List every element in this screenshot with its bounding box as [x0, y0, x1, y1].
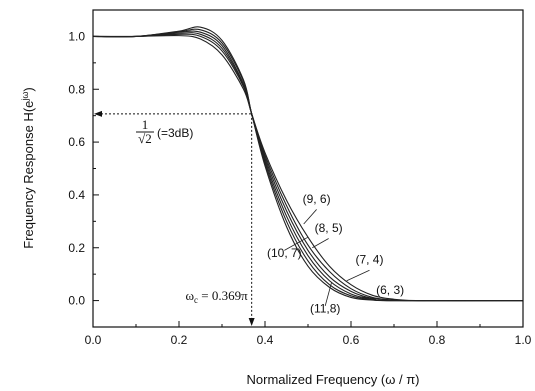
cutoff-label-value: = 0.369π [198, 288, 248, 303]
three-db-note: (=3dB) [157, 126, 193, 140]
y-axis-title-sup: jω [20, 92, 30, 102]
series-label-0: (6, 3) [376, 283, 404, 297]
y-axis-title: Frequency Response H(ejω) [20, 87, 36, 249]
series-labels: (6, 3) (7, 4) (8, 5) (9, 6) (10, 7) (11,8) [267, 192, 404, 316]
y-tick-label: 1.0 [68, 29, 85, 43]
cutoff-arrow-icon [248, 318, 255, 326]
series-label-4: (10, 7) [267, 246, 302, 260]
y-tick-label: 0.4 [68, 188, 85, 202]
y-tick-label: 0.8 [68, 82, 85, 96]
x-tick-label: 0.2 [171, 333, 188, 347]
plot-frame [92, 9, 524, 328]
series-line-4 [92, 28, 524, 302]
x-tick-label: 0.4 [257, 333, 274, 347]
x-axis-title: Normalized Frequency (ω / π) [247, 372, 420, 387]
series-label-1: (7, 4) [355, 253, 383, 267]
response-curves [92, 26, 524, 302]
y-axis-title-main: Frequency Response H(e [21, 101, 36, 249]
x-tick-label: 0.8 [429, 333, 446, 347]
frac-denominator: √2 [138, 131, 152, 146]
cutoff-label: ωc = 0.369π [185, 288, 248, 305]
three-db-arrow-icon [94, 110, 102, 117]
series-leader-0 [284, 236, 309, 251]
series-leader-1 [303, 209, 317, 225]
series-leader-4 [359, 296, 391, 301]
series-line-5 [92, 26, 524, 302]
axis-ticks [92, 9, 524, 328]
series-label-2: (8, 5) [315, 221, 343, 235]
annotations: 1√2 (=3dB) ωc = 0.369π [94, 110, 255, 326]
cutoff-label-omega: ω [185, 288, 194, 303]
tick-labels: 0.0 0.2 0.4 0.6 0.8 1.0 0.0 0.2 0.4 0.6 0.8 1.0 [68, 29, 531, 347]
series-leader-3 [346, 269, 370, 282]
y-tick-label: 0.6 [68, 135, 85, 149]
x-tick-label: 0.0 [85, 333, 102, 347]
frac-numerator: 1 [142, 117, 149, 132]
series-label-5: (11,8) [310, 301, 340, 315]
x-tick-label: 1.0 [515, 333, 532, 347]
series-label-3: (9, 6) [303, 192, 331, 206]
y-tick-label: 0.2 [68, 241, 85, 255]
cutoff-label-sub: c [194, 295, 198, 305]
x-tick-label: 0.6 [343, 333, 360, 347]
y-tick-label: 0.0 [68, 294, 85, 308]
series-line-1 [92, 33, 524, 302]
series-leader-5 [324, 281, 333, 306]
series-leader-2 [312, 238, 329, 249]
y-axis-title-close: ) [21, 87, 36, 91]
